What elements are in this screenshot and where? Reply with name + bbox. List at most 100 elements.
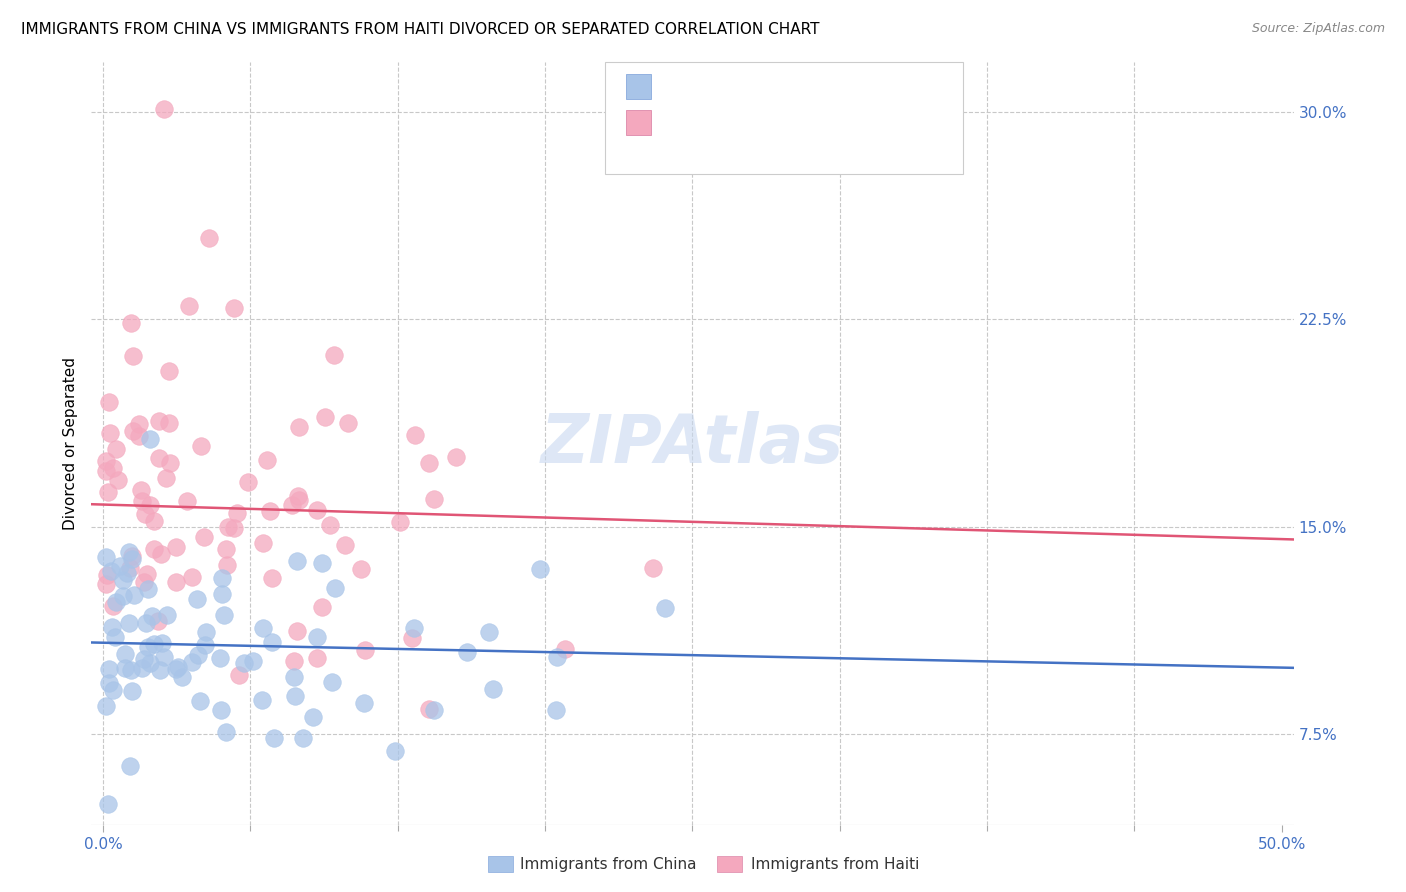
Point — [172, 670, 194, 684]
Point — [107, 473, 129, 487]
Point — [194, 638, 217, 652]
Point — [176, 494, 198, 508]
Point — [418, 702, 440, 716]
Point — [641, 561, 664, 575]
Point — [262, 634, 284, 648]
Point — [401, 631, 423, 645]
Point — [444, 450, 467, 465]
Point — [139, 432, 162, 446]
Point — [94, 576, 117, 591]
Point — [121, 424, 143, 438]
Point — [214, 607, 236, 622]
Point — [108, 558, 131, 573]
Point — [134, 652, 156, 666]
Text: IMMIGRANTS FROM CHINA VS IMMIGRANTS FROM HAITI DIVORCED OR SEPARATED CORRELATION: IMMIGRANTS FROM CHINA VS IMMIGRANTS FROM… — [21, 22, 820, 37]
Point — [152, 103, 174, 117]
Point — [141, 609, 163, 624]
Point — [121, 552, 143, 566]
Point — [94, 464, 117, 478]
Point — [323, 582, 346, 596]
Point — [97, 395, 120, 409]
Point — [177, 299, 200, 313]
Point — [98, 676, 121, 690]
Point — [259, 504, 281, 518]
Point — [322, 348, 344, 362]
Point — [349, 562, 371, 576]
Point — [96, 568, 118, 582]
Point — [546, 649, 568, 664]
Point — [150, 636, 173, 650]
Point — [120, 561, 142, 575]
Point — [128, 429, 150, 443]
Text: Immigrants from China: Immigrants from China — [520, 857, 697, 871]
Point — [333, 538, 356, 552]
Point — [554, 642, 576, 657]
Point — [209, 703, 232, 717]
Point — [136, 582, 159, 596]
Point — [215, 724, 238, 739]
Point — [121, 549, 143, 563]
Point — [544, 703, 567, 717]
Text: R =: R = — [661, 76, 697, 94]
Point — [288, 492, 311, 507]
Point — [134, 508, 156, 522]
Point — [422, 491, 444, 506]
Y-axis label: Divorced or Separated: Divorced or Separated — [63, 358, 79, 530]
Point — [131, 493, 153, 508]
Point — [224, 521, 246, 535]
Point — [142, 542, 165, 557]
Point — [98, 662, 121, 676]
Text: 80: 80 — [869, 112, 891, 129]
Text: ZIPAtlas: ZIPAtlas — [541, 411, 844, 476]
Point — [283, 670, 305, 684]
Text: R =: R = — [661, 112, 697, 129]
Point — [307, 651, 329, 665]
Point — [165, 575, 187, 590]
Point — [211, 571, 233, 585]
Point — [101, 599, 124, 614]
Point — [302, 710, 325, 724]
Text: Immigrants from Haiti: Immigrants from Haiti — [751, 857, 920, 871]
Point — [198, 230, 221, 244]
Point — [321, 675, 343, 690]
Point — [114, 661, 136, 675]
Point — [418, 456, 440, 470]
Point — [287, 489, 309, 503]
Point — [159, 456, 181, 470]
Point — [353, 642, 375, 657]
Point — [211, 587, 233, 601]
Point — [256, 453, 278, 467]
Point — [291, 731, 314, 745]
Point — [263, 731, 285, 745]
Point — [105, 595, 128, 609]
Point — [181, 570, 204, 584]
Point — [153, 649, 176, 664]
Point — [101, 620, 124, 634]
Point — [228, 668, 250, 682]
Point — [142, 515, 165, 529]
Point — [103, 683, 125, 698]
Point — [319, 518, 342, 533]
Point — [336, 417, 359, 431]
Point — [98, 425, 121, 440]
Point — [188, 694, 211, 708]
Point — [252, 621, 274, 635]
Point — [284, 689, 307, 703]
Point — [165, 540, 187, 554]
Text: 77: 77 — [869, 76, 893, 94]
Point — [242, 655, 264, 669]
Point — [193, 531, 215, 545]
Point — [94, 698, 117, 713]
Point — [456, 644, 478, 658]
Text: N =: N = — [801, 112, 849, 129]
Point — [100, 564, 122, 578]
Point — [143, 636, 166, 650]
Point — [260, 571, 283, 585]
Point — [146, 614, 169, 628]
Point — [120, 663, 142, 677]
Point — [111, 590, 134, 604]
Point — [135, 615, 157, 630]
Point — [101, 461, 124, 475]
Point — [236, 475, 259, 489]
Point — [654, 600, 676, 615]
